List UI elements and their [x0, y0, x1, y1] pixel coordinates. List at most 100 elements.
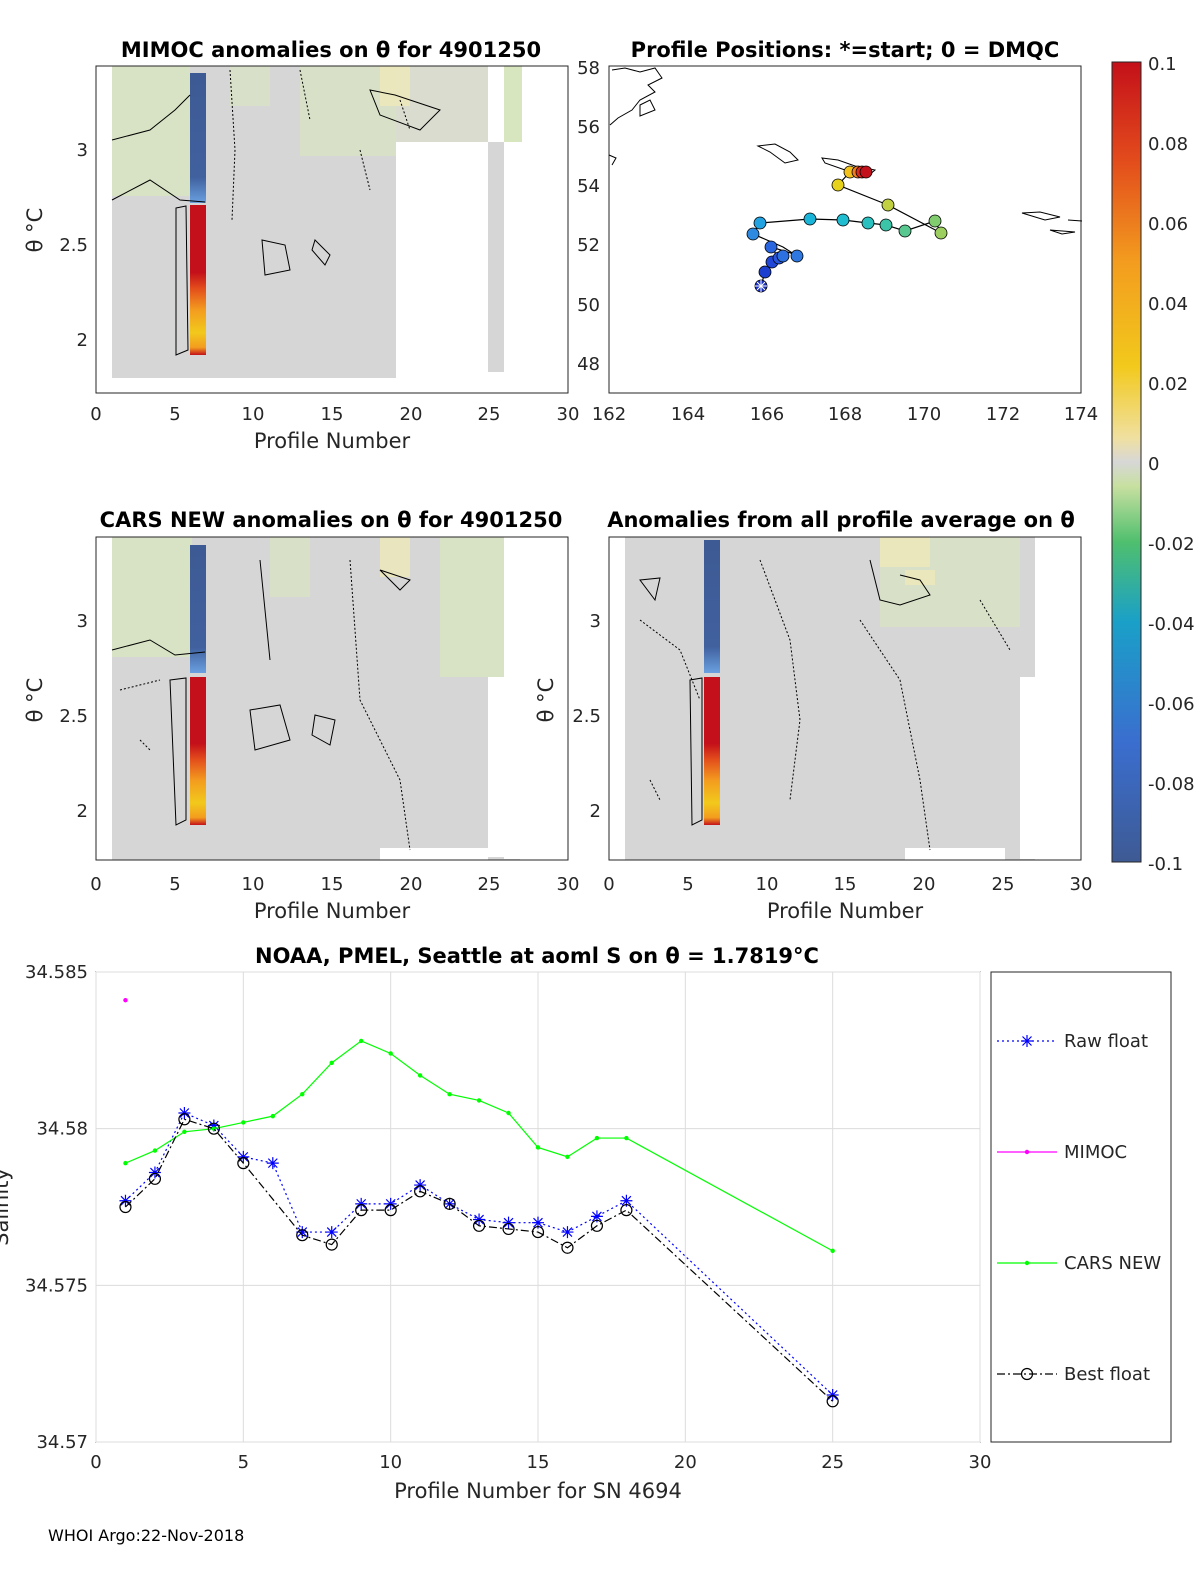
chart-xticks: 0 5 10 15 20 25 30	[90, 1452, 991, 1473]
x-tick-label: 0	[90, 1452, 101, 1473]
positions-ytick-0: 58	[577, 58, 600, 79]
data-point	[384, 1197, 397, 1210]
allavg-title: Anomalies from all profile average on θ	[607, 508, 1075, 532]
data-point-shape	[414, 1179, 427, 1192]
data-point	[178, 1113, 191, 1126]
data-point	[447, 1092, 452, 1097]
allavg-axes	[608, 536, 1082, 861]
legend-item: Best float	[997, 1364, 1150, 1385]
data-point-shape	[590, 1210, 603, 1223]
colorbar-tick-8: -0.06	[1148, 694, 1195, 715]
cars-xtick-0: 0	[90, 874, 101, 895]
data-point-shape	[620, 1194, 633, 1207]
data-point	[325, 1238, 338, 1251]
data-point	[178, 1107, 191, 1119]
data-point-shape	[237, 1150, 250, 1163]
x-tick-label: 10	[379, 1452, 402, 1473]
positions-yticks: 58 56 54 52 50 48	[577, 58, 600, 375]
mimoc-title: MIMOC anomalies on θ for 4901250	[121, 38, 541, 62]
data-point	[417, 1073, 423, 1078]
data-point	[532, 1216, 544, 1229]
cars-ytick-0: 3	[77, 611, 88, 632]
allavg-xtick-4: 20	[913, 874, 936, 895]
allavg-heatmap	[625, 537, 1081, 862]
positions-ytick-1: 56	[577, 117, 600, 138]
legend-item: CARS NEW	[997, 1253, 1161, 1274]
data-point	[624, 1135, 629, 1141]
data-point-shape	[502, 1216, 515, 1229]
data-point	[359, 1038, 364, 1044]
mimoc-xlabel: Profile Number	[254, 429, 411, 453]
profile-marker	[764, 240, 778, 254]
allavg-xtick-3: 15	[834, 874, 857, 895]
data-point	[296, 1226, 309, 1239]
data-point	[355, 1204, 368, 1217]
data-point	[355, 1197, 368, 1210]
data-point	[148, 1172, 162, 1185]
chart-legend: Raw float MIMOC CARS NEW Best float	[990, 971, 1172, 1443]
salinity-chart: NOAA, PMEL, Seattle at aoml S on θ = 1.7…	[0, 944, 1172, 1503]
data-point	[561, 1241, 574, 1254]
colorbar-tick-2: 0.06	[1148, 214, 1188, 235]
cars-xticks: 0 5 10 15 20 25 30	[90, 874, 579, 895]
data-point	[826, 1389, 839, 1401]
data-point-shape	[119, 1194, 132, 1207]
data-point	[620, 1194, 633, 1207]
mimoc-xtick-6: 30	[557, 404, 580, 425]
data-point-shape	[207, 1119, 220, 1132]
profile-marker	[934, 226, 948, 240]
positions-ytick-5: 48	[577, 354, 600, 375]
legend-label: Best float	[1064, 1364, 1150, 1385]
data-point	[123, 1160, 128, 1166]
data-point	[237, 1157, 250, 1170]
profile-marker	[758, 265, 772, 279]
mimoc-xtick-4: 20	[400, 404, 423, 425]
mimoc-ytick-1: 2.5	[59, 235, 88, 256]
data-point-shape	[148, 1166, 161, 1179]
allavg-ylabel: θ °C	[534, 678, 558, 723]
data-point	[590, 1219, 604, 1232]
y-tick-label: 34.575	[25, 1275, 88, 1296]
positions-title: Profile Positions: *=start; 0 = DMQC	[631, 38, 1060, 62]
data-point	[590, 1210, 603, 1223]
profile-marker	[881, 198, 895, 212]
positions-xtick-4: 170	[907, 404, 941, 425]
allavg-xtick-2: 10	[756, 874, 779, 895]
x-tick-label: 5	[238, 1452, 249, 1473]
data-point	[826, 1395, 839, 1408]
allavg-xtick-0: 0	[603, 874, 614, 895]
footer-text: WHOI Argo:22-Nov-2018	[48, 1526, 244, 1545]
data-point	[506, 1110, 511, 1116]
data-point	[207, 1122, 220, 1135]
data-point	[830, 1248, 835, 1254]
mimoc-axes	[95, 65, 569, 394]
allavg-xticks: 0 5 10 15 20 25 30	[603, 874, 1092, 895]
cars-xtick-4: 20	[400, 874, 423, 895]
mimoc-yticks: 3 2.5 2	[59, 140, 88, 351]
data-point	[565, 1154, 570, 1160]
mimoc-xtick-3: 15	[321, 404, 344, 425]
profile-marker	[746, 227, 760, 241]
mimoc-ylabel: θ °C	[23, 208, 47, 253]
allavg-xtick-5: 25	[992, 874, 1015, 895]
allavg-xtick-1: 5	[682, 874, 693, 895]
positions-xtick-5: 172	[986, 404, 1020, 425]
data-point	[207, 1119, 220, 1132]
data-point	[325, 1226, 338, 1239]
chart-yticks: 34.585 34.58 34.575 34.57	[25, 962, 88, 1453]
data-point	[270, 1113, 275, 1119]
data-point	[329, 1060, 334, 1066]
colorbar-tick-3: 0.04	[1148, 294, 1188, 315]
profile-marker	[898, 224, 912, 238]
chart-series	[119, 998, 839, 1408]
mimoc-xtick-0: 0	[90, 404, 101, 425]
positions-xtick-3: 168	[828, 404, 862, 425]
cars-ylabel: θ °C	[23, 678, 47, 723]
profile-marker	[831, 178, 845, 192]
series-mimoc	[123, 998, 128, 1003]
cars-xlabel: Profile Number	[254, 899, 411, 923]
data-point	[476, 1098, 482, 1103]
mimoc-ytick-0: 3	[77, 140, 88, 161]
positions-ytick-2: 54	[577, 176, 600, 197]
